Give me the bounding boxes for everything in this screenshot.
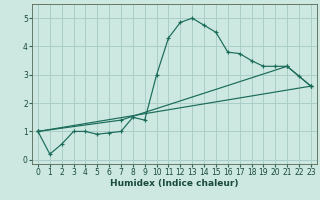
- X-axis label: Humidex (Indice chaleur): Humidex (Indice chaleur): [110, 179, 239, 188]
